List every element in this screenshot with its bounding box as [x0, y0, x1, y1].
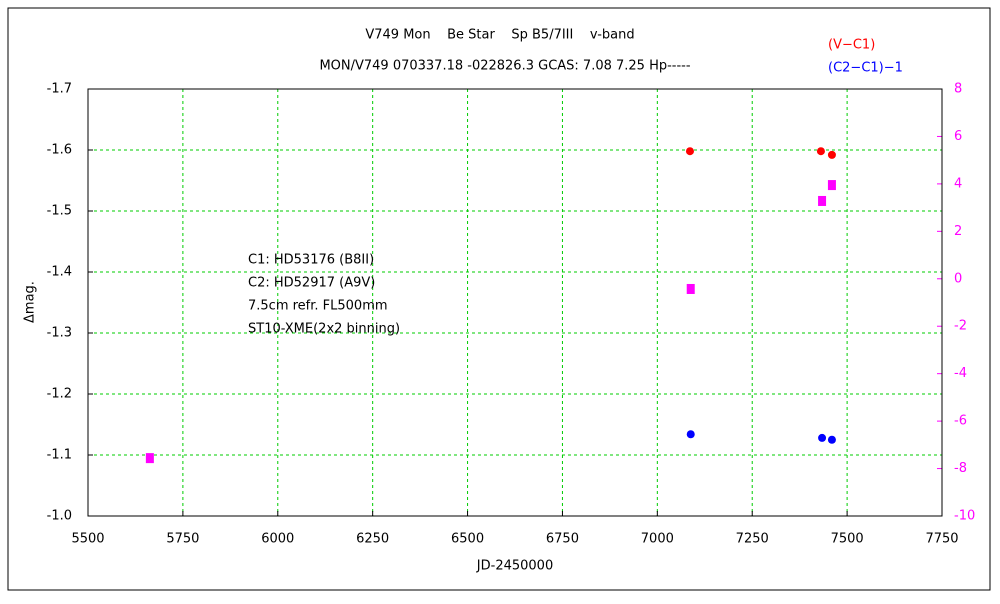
y-tick-label: -1.0	[47, 509, 72, 524]
y2-tick-label: 8	[954, 82, 962, 97]
x-tick-label: 6500	[451, 532, 484, 547]
y2-tick-label: -8	[954, 461, 967, 476]
y2-tick-label: 0	[954, 271, 962, 286]
y2-tick-label: 6	[954, 129, 962, 144]
frame	[7, 7, 991, 591]
point	[145, 453, 154, 464]
y-axis-label: Δmag.	[23, 281, 38, 323]
x-tick-label: 7500	[831, 532, 864, 547]
y2-tick-label: -2	[954, 319, 967, 334]
point	[686, 430, 695, 439]
point	[816, 147, 825, 156]
x-tick-label: 5500	[71, 532, 104, 547]
y2-tick-label: -4	[954, 366, 967, 381]
y2-tick-label: -6	[954, 414, 967, 429]
y2-tick-label: 2	[954, 224, 962, 239]
annotation: 7.5cm refr. FL500mm	[248, 299, 388, 314]
legend-label: (C2−C1)−1	[828, 61, 903, 76]
point	[827, 180, 836, 191]
annotation: C1: HD53176 (B8II)	[248, 253, 374, 268]
x-tick-label: 6750	[546, 532, 579, 547]
x-axis-label: JD-2450000	[476, 559, 553, 574]
y-tick-label: -1.6	[47, 143, 72, 158]
y-tick-label: -1.7	[47, 82, 72, 97]
chart-title: V749 Mon Be Star Sp B5/7III v-band	[365, 28, 634, 43]
y-tick-label: -1.3	[47, 326, 72, 341]
x-tick-label: 6000	[261, 532, 294, 547]
point	[686, 283, 695, 294]
annotation: C2: HD52917 (A9V)	[248, 276, 375, 291]
point	[818, 195, 827, 206]
y-tick-label: -1.2	[47, 387, 72, 402]
x-tick-label: 7000	[641, 532, 674, 547]
x-tick-label: 6250	[356, 532, 389, 547]
point	[827, 150, 836, 159]
plot-area	[87, 88, 943, 517]
x-tick-label: 7250	[736, 532, 769, 547]
legend-label: (V−C1)	[828, 38, 875, 53]
y-tick-label: -1.4	[47, 265, 72, 280]
point	[818, 433, 827, 442]
point	[827, 435, 836, 444]
y2-tick-label: -10	[954, 509, 975, 524]
y-tick-label: -1.5	[47, 204, 72, 219]
annotation: ST10-XME(2x2 binning)	[248, 322, 400, 337]
chart-subtitle: MON/V749 070337.18 -022826.3 GCAS: 7.08 …	[319, 59, 690, 74]
point	[685, 147, 694, 156]
y-tick-label: -1.1	[47, 448, 72, 463]
x-tick-label: 7750	[925, 532, 958, 547]
x-tick-label: 5750	[166, 532, 199, 547]
y2-tick-label: 4	[954, 176, 962, 191]
